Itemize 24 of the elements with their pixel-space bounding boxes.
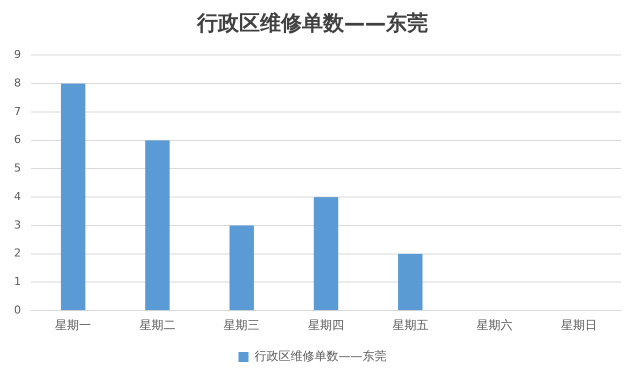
bar	[314, 197, 338, 310]
y-tick-label: 2	[14, 246, 21, 260]
y-tick-label: 0	[14, 303, 21, 316]
bar	[398, 254, 423, 310]
y-tick-label: 9	[14, 48, 21, 62]
y-tick-label: 1	[14, 275, 21, 288]
x-tick-label: 星期六	[476, 318, 513, 332]
y-tick-label: 4	[14, 190, 21, 203]
y-tick-label: 5	[14, 162, 21, 175]
y-tick-label: 3	[14, 218, 21, 232]
x-tick-label: 星期二	[139, 318, 176, 332]
x-tick-label: 星期日	[560, 318, 597, 332]
y-tick-label: 6	[14, 133, 21, 146]
bar	[229, 225, 254, 310]
bar	[60, 84, 86, 310]
x-tick-label: 星期四	[308, 318, 344, 332]
legend-label: 行政区维修单数——东莞	[254, 349, 386, 364]
x-tick-label: 星期一	[55, 318, 92, 332]
y-tick-label: 8	[14, 76, 21, 90]
x-tick-label: 星期三	[224, 318, 260, 332]
chart-title: 行政区维修单数——东莞	[196, 11, 428, 36]
bar	[145, 140, 170, 310]
y-tick-label: 7	[14, 104, 21, 118]
x-tick-label: 星期五	[392, 318, 428, 332]
